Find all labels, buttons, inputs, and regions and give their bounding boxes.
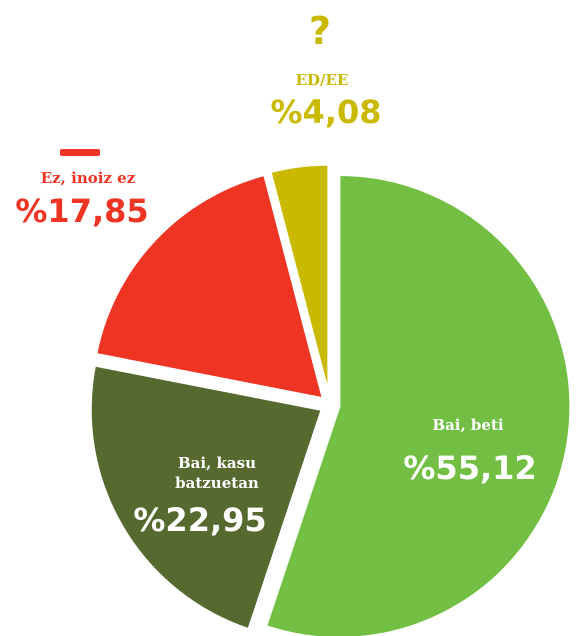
slice-label: Ez, inoiz ez: [40, 169, 136, 187]
pie-slice: [268, 162, 331, 397]
value-label: %22,95: [133, 501, 267, 539]
slice-label: ED/EE: [295, 71, 349, 89]
question-icon: ?: [309, 9, 331, 53]
value-label: %55,12: [403, 449, 537, 487]
pie-slice: [88, 363, 325, 632]
slice-label: Bai, kasu batzuetan: [175, 454, 259, 492]
value-label: %4,08: [270, 93, 382, 131]
pie-slice: [263, 172, 573, 636]
slice-label: Bai, beti: [432, 416, 504, 434]
minus-icon: [60, 149, 100, 156]
pie-slice: [93, 172, 326, 401]
value-label: %17,85: [15, 192, 149, 230]
